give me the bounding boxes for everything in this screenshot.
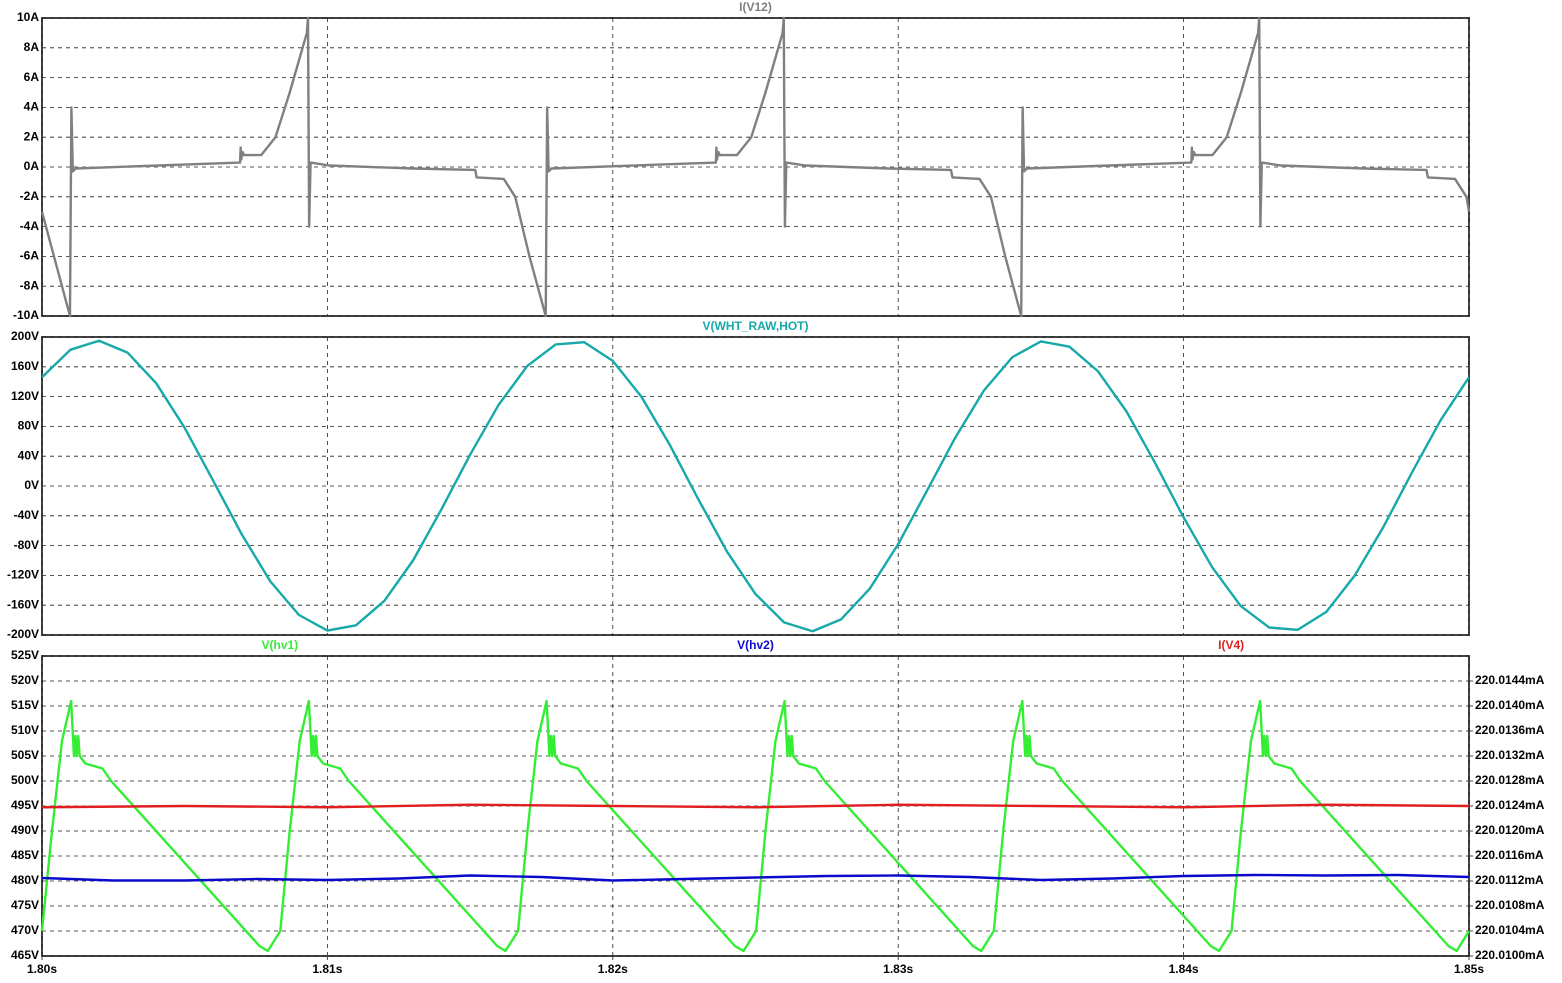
y2-tick-label: 220.0140mA: [1475, 698, 1545, 712]
y-tick-label: -4A: [20, 219, 40, 233]
y2-tick-label: 220.0100mA: [1475, 948, 1545, 962]
y-tick-label: 485V: [11, 848, 39, 862]
y-tick-label: 500V: [11, 773, 39, 787]
y-tick-label: -40V: [14, 508, 39, 522]
y-tick-label: 495V: [11, 798, 39, 812]
y-tick-label: 475V: [11, 898, 39, 912]
y-tick-label: -2A: [20, 189, 40, 203]
y2-tick-label: 220.0120mA: [1475, 823, 1545, 837]
y-tick-label: -80V: [14, 538, 39, 552]
y-tick-label: 40V: [18, 448, 39, 462]
y2-tick-label: 220.0112mA: [1475, 873, 1544, 887]
x-tick-label: 1.84s: [1169, 962, 1199, 976]
y-tick-label: 120V: [11, 389, 39, 403]
y-tick-label: 470V: [11, 923, 39, 937]
x-tick-label: 1.85s: [1454, 962, 1484, 976]
y2-tick-label: 220.0116mA: [1475, 848, 1544, 862]
y-tick-label: 2A: [24, 129, 40, 143]
y-tick-label: 480V: [11, 873, 39, 887]
trace-label: I(V12): [739, 0, 772, 14]
trace-label: I(V4): [1218, 638, 1244, 652]
y-tick-label: -6A: [20, 249, 40, 263]
y2-tick-label: 220.0128mA: [1475, 773, 1545, 787]
y-tick-label: 160V: [11, 359, 39, 373]
y2-tick-label: 220.0132mA: [1475, 748, 1545, 762]
trace: [41, 339, 1471, 633]
trace: [41, 803, 1470, 809]
y2-tick-label: 220.0124mA: [1475, 798, 1545, 812]
y-tick-label: -10A: [13, 308, 39, 322]
y-tick-label: -8A: [20, 278, 40, 292]
y-tick-label: 490V: [11, 823, 39, 837]
trace: [40, 699, 1471, 953]
y-tick-label: 465V: [11, 948, 39, 962]
y-tick-label: 200V: [11, 329, 39, 343]
y-tick-label: 80V: [18, 419, 39, 433]
y2-tick-label: 220.0136mA: [1475, 723, 1545, 737]
y-tick-label: 505V: [11, 748, 39, 762]
y-tick-label: 8A: [24, 40, 40, 54]
y-tick-label: 525V: [11, 648, 39, 662]
y-tick-label: 520V: [11, 673, 39, 687]
y-tick-label: 10A: [17, 10, 39, 24]
y-tick-label: -160V: [7, 597, 39, 611]
x-tick-label: 1.82s: [598, 962, 628, 976]
y-tick-label: 6A: [24, 70, 40, 84]
y-tick-label: -120V: [7, 568, 39, 582]
x-tick-label: 1.80s: [27, 962, 57, 976]
y2-tick-label: 220.0108mA: [1475, 898, 1545, 912]
trace-label: V(hv2): [737, 638, 774, 652]
y-tick-label: 4A: [24, 100, 40, 114]
y-tick-label: 0A: [24, 159, 40, 173]
trace-label: V(hv1): [261, 638, 298, 652]
y-tick-label: 510V: [11, 723, 39, 737]
y-tick-label: 0V: [24, 478, 39, 492]
y-tick-label: -200V: [7, 627, 39, 641]
trace-label: V(WHT_RAW,HOT): [703, 319, 809, 333]
y-tick-label: 515V: [11, 698, 39, 712]
y2-tick-label: 220.0144mA: [1475, 673, 1545, 687]
trace: [41, 873, 1470, 882]
y2-tick-label: 220.0104mA: [1475, 923, 1545, 937]
x-tick-label: 1.81s: [312, 962, 342, 976]
x-tick-label: 1.83s: [883, 962, 913, 976]
trace: [40, 16, 1471, 318]
